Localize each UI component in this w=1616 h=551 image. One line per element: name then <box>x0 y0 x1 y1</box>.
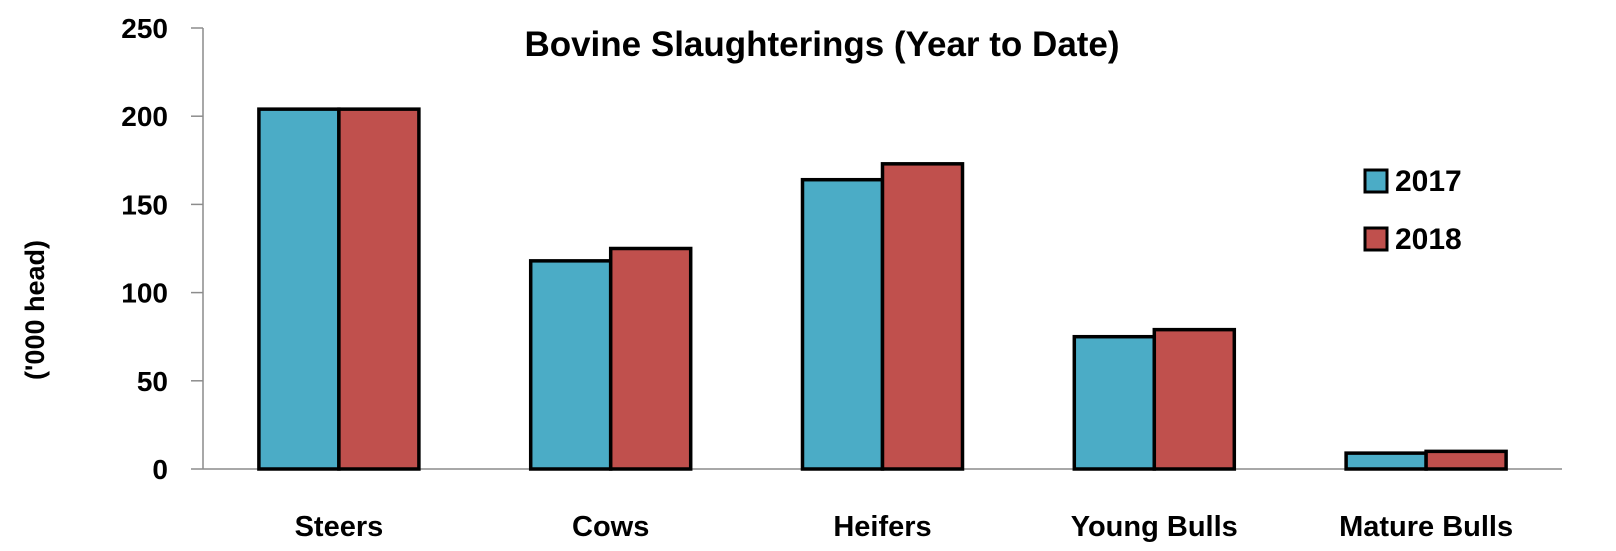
bar-2017-heifers <box>800 177 885 471</box>
bar-2018-young-bulls <box>1152 327 1237 471</box>
legend-swatch-2018 <box>1363 226 1389 252</box>
x-category-label-cows: Cows <box>572 511 649 543</box>
legend: 2017 2018 <box>1363 165 1462 256</box>
x-category-label-steers: Steers <box>295 511 384 543</box>
legend-swatch-2017 <box>1363 168 1389 194</box>
x-category-label-mature-bulls: Mature Bulls <box>1339 511 1513 543</box>
y-tick-label-200: 200 <box>121 101 168 132</box>
y-tick-label-250: 250 <box>121 13 168 44</box>
chart-title: Bovine Slaughterings (Year to Date) <box>524 25 1119 64</box>
bar-2017-cows <box>528 259 613 471</box>
x-category-label-young-bulls: Young Bulls <box>1071 511 1238 543</box>
legend-label-2018: 2018 <box>1395 223 1462 256</box>
x-category-label-heifers: Heifers <box>833 511 931 543</box>
bar-2018-cows <box>608 246 693 471</box>
legend-label-2017: 2017 <box>1395 165 1462 198</box>
y-axis-title: ('000 head) <box>20 240 50 380</box>
bar-2017-steers <box>257 107 341 471</box>
y-tick-label-50: 50 <box>137 366 168 397</box>
y-tick-label-150: 150 <box>121 189 168 220</box>
bar-2018-heifers <box>880 162 965 471</box>
bar-2017-young-bulls <box>1072 334 1157 471</box>
y-tick-label-100: 100 <box>121 278 168 309</box>
bar-2018-steers <box>337 107 421 471</box>
y-tick-label-0: 0 <box>152 454 168 485</box>
bar-2018-mature-bulls <box>1424 449 1508 471</box>
bars <box>257 107 1508 471</box>
tick-labels: 0 50 100 150 200 250 Steers Cows Heifers Young Bu… <box>121 13 1513 543</box>
bar-2017-mature-bulls <box>1344 451 1428 471</box>
